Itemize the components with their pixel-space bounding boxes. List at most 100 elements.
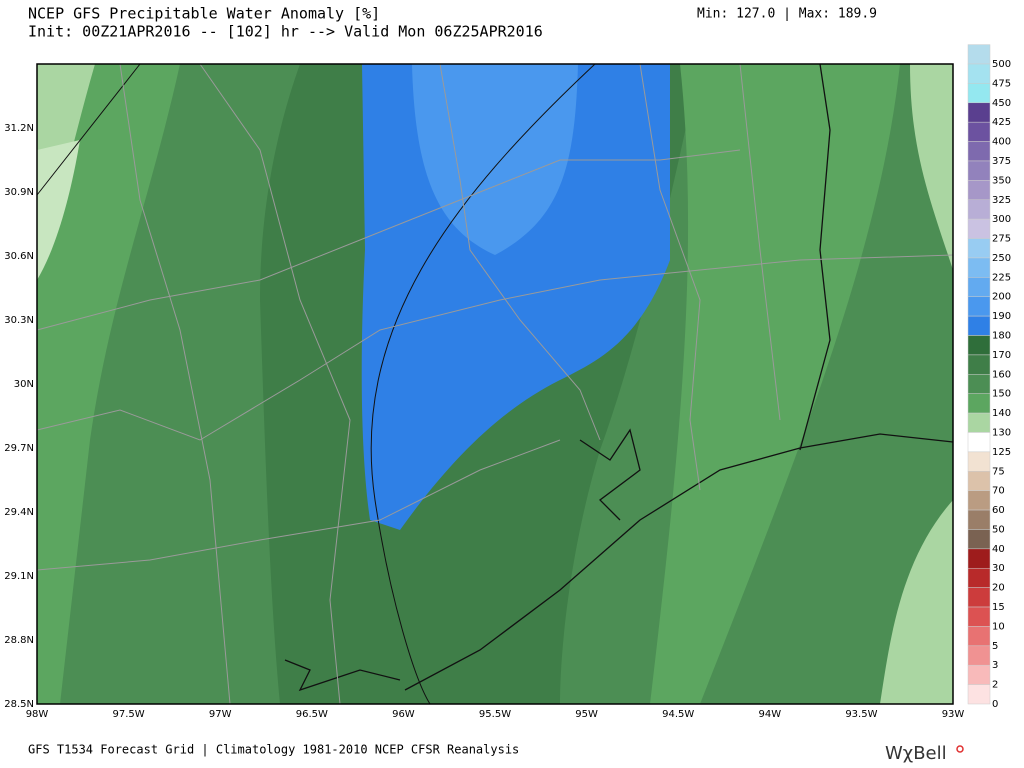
colorbar-label: 375 [992, 156, 1011, 167]
colorbar-label: 150 [992, 389, 1011, 400]
colorbar-swatch [967, 432, 991, 453]
footer-text: GFS T1534 Forecast Grid | Climatology 19… [28, 743, 519, 757]
colorbar-swatch [967, 490, 991, 511]
lon-label: 94.5W [662, 709, 694, 720]
lon-label: 93.5W [845, 709, 877, 720]
lat-label: 29.4N [4, 507, 34, 518]
colorbar-label: 450 [992, 98, 1011, 109]
map-area [36, 63, 954, 705]
lat-label: 28.5N [4, 699, 34, 710]
min-max: Min: 127.0 | Max: 189.9 [697, 7, 877, 22]
colorbar-swatch [967, 83, 991, 104]
colorbar-swatch [967, 626, 991, 647]
colorbar-label: 40 [992, 544, 1005, 555]
colorbar-label: 125 [992, 447, 1011, 458]
lat-label: 29.7N [4, 443, 34, 454]
lon-label: 96W [392, 709, 415, 720]
map-frame [36, 63, 954, 705]
colorbar-swatch [967, 529, 991, 550]
colorbar-swatch [967, 645, 991, 666]
colorbar-label: 20 [992, 583, 1005, 594]
colorbar-label: 250 [992, 253, 1011, 264]
colorbar-label: 275 [992, 234, 1011, 245]
coastline [284, 63, 954, 692]
lat-labels: 31.2N 30.9N 30.6N 30.3N 30N 29.7N 29.4N 29.1N 28… [4, 123, 34, 710]
colorbar-label: 500 [992, 59, 1011, 70]
colorbar-label: 2 [992, 680, 998, 691]
colorbar-label: 10 [992, 621, 1005, 632]
colorbar-swatch [967, 238, 991, 259]
colorbar-swatch [967, 160, 991, 181]
lon-label: 97.5W [113, 709, 145, 720]
colorbar-swatch [967, 335, 991, 356]
lon-label: 96.5W [296, 709, 328, 720]
colorbar-swatch [967, 257, 991, 278]
colorbar-swatch [967, 393, 991, 414]
colorbar-swatch [967, 606, 991, 627]
colorbar-swatch [967, 548, 991, 569]
colorbar-label: 160 [992, 369, 1011, 380]
colorbar-label: 400 [992, 137, 1011, 148]
colorbar-swatch [967, 664, 991, 685]
colorbar-swatch [967, 587, 991, 608]
lon-labels: 98W 97.5W 97W 96.5W 96W 95.5W 95W 94.5W 94W 93.5W… [26, 709, 965, 720]
lat-label: 30.3N [4, 315, 34, 326]
colorbar-swatch [967, 567, 991, 588]
colorbar-label: 475 [992, 78, 1011, 89]
colorbar-label: 140 [992, 408, 1011, 419]
lat-label: 30.6N [4, 251, 34, 262]
colorbar-label: 50 [992, 524, 1005, 535]
colorbar-label: 60 [992, 505, 1005, 516]
colorbar-label: 130 [992, 427, 1011, 438]
colorbar-label: 15 [992, 602, 1005, 613]
lon-label: 95.5W [479, 709, 511, 720]
colorbar-swatch [967, 180, 991, 201]
field-east-green [650, 64, 900, 704]
colorbar-label: 190 [992, 311, 1011, 322]
title: NCEP GFS Precipitable Water Anomaly [%] [28, 5, 380, 23]
lon-label: 95W [575, 709, 598, 720]
colorbar-label: 225 [992, 272, 1011, 283]
colorbar-swatch [967, 218, 991, 239]
colorbar-label: 180 [992, 331, 1011, 342]
colorbar-swatch [967, 141, 991, 162]
logo: WχBell [885, 743, 947, 764]
lon-label: 94W [758, 709, 781, 720]
colorbar-label: 75 [992, 466, 1005, 477]
colorbar-swatch [967, 44, 991, 65]
colorbar-label: 200 [992, 292, 1011, 303]
colorbar: 5004754504254003753503253002752502252001… [967, 44, 1011, 710]
colorbar-swatch [967, 412, 991, 433]
colorbar-swatch [967, 63, 991, 84]
lat-label: 30.9N [4, 187, 34, 198]
lat-label: 28.8N [4, 635, 34, 646]
colorbar-label: 70 [992, 486, 1005, 497]
lon-label: 93W [942, 709, 965, 720]
county-lines [36, 63, 954, 705]
colorbar-label: 425 [992, 117, 1011, 128]
colorbar-swatch [967, 509, 991, 530]
colorbar-swatch [967, 451, 991, 472]
lon-label: 97W [209, 709, 232, 720]
colorbar-swatch [967, 471, 991, 491]
colorbar-label: 170 [992, 350, 1011, 361]
field-blue-light [412, 64, 578, 255]
colorbar-swatch [967, 199, 991, 220]
colorbar-swatch [967, 684, 991, 705]
colorbar-label: 30 [992, 563, 1005, 574]
field-pale [37, 140, 80, 280]
colorbar-swatch [967, 354, 991, 375]
field-light [37, 64, 180, 704]
field-northeast [910, 64, 953, 270]
colorbar-label: 3 [992, 660, 998, 671]
lat-label: 29.1N [4, 571, 34, 582]
field-east [880, 500, 953, 704]
lat-label: 30N [14, 379, 34, 390]
colorbar-swatch [967, 296, 991, 317]
colorbar-swatch [967, 121, 991, 142]
lon-label: 98W [26, 709, 49, 720]
colorbar-label: 350 [992, 175, 1011, 186]
colorbar-swatch [967, 315, 991, 336]
